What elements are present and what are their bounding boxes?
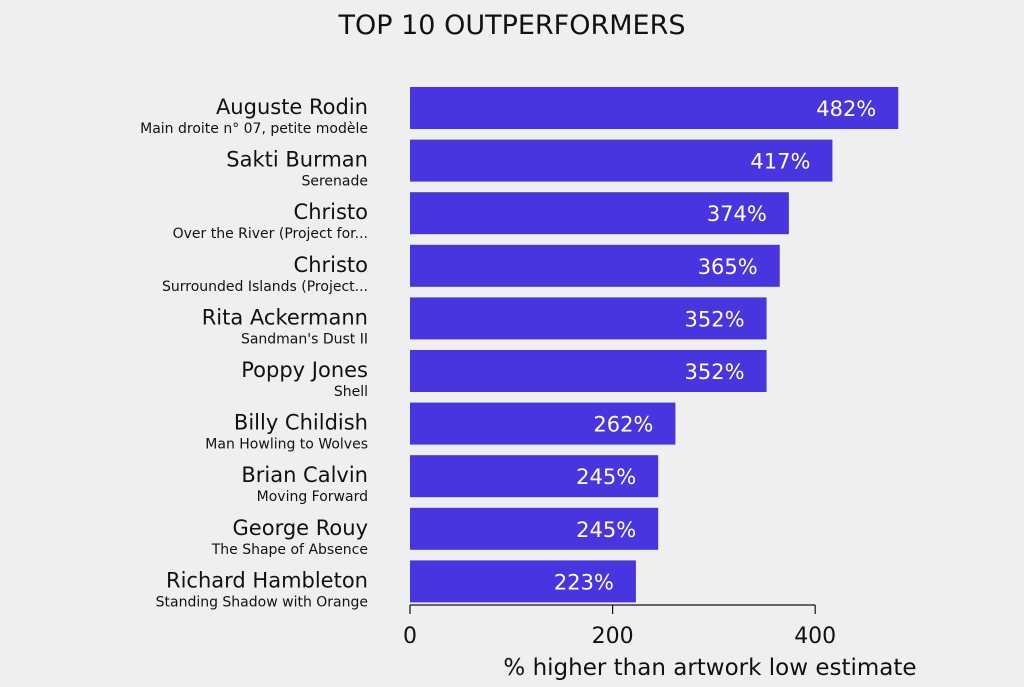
bar-value-label: 365% [698, 255, 758, 279]
bar-value-label: 352% [685, 307, 745, 331]
category-artwork-label: Standing Shadow with Orange [156, 594, 368, 610]
category-artist-label: Poppy Jones [241, 358, 368, 382]
bar [410, 244, 780, 287]
category-artwork-label: Serenade [301, 174, 368, 190]
bar [410, 350, 767, 392]
bar-value-label: 262% [593, 413, 653, 437]
bar [410, 87, 899, 129]
bar [410, 297, 767, 340]
bar [410, 455, 659, 498]
bar-value-label: 245% [576, 518, 636, 542]
bar-value-label: 482% [816, 97, 876, 121]
bar [410, 560, 636, 603]
x-tick-label: 200 [592, 624, 634, 649]
bar [410, 507, 659, 550]
category-artwork-label: Moving Forward [257, 489, 368, 505]
category-artwork-label: Surrounded Islands (Project... [162, 279, 368, 295]
category-artwork-label: Sandman's Dust II [241, 331, 368, 347]
x-axis: 0 200 400 [403, 604, 836, 649]
bar-value-label: 352% [685, 360, 745, 384]
category-artist-label: Richard Hambleton [166, 568, 368, 592]
bar [410, 139, 833, 182]
category-artist-label: George Rouy [233, 516, 368, 540]
category-artwork-label: Man Howling to Wolves [205, 437, 368, 453]
category-artwork-label: Shell [334, 384, 368, 400]
bar-value-label: 245% [576, 465, 636, 489]
category-artwork-label: Over the River (Project for... [173, 226, 368, 242]
x-tick-label: 0 [403, 624, 417, 649]
category-artist-label: Christo [294, 253, 368, 277]
chart-title: TOP 10 OUTPERFORMERS [338, 10, 686, 41]
bar-value-label: 417% [750, 150, 810, 174]
category-artist-label: Auguste Rodin [216, 95, 368, 119]
category-artist-label: Billy Childish [234, 411, 368, 435]
bar [410, 402, 676, 445]
category-artwork-label: The Shape of Absence [211, 542, 368, 558]
x-axis-label: % higher than artwork low estimate [503, 655, 916, 681]
category-artist-label: Brian Calvin [241, 463, 368, 487]
bar [410, 192, 789, 235]
bar-value-label: 223% [554, 570, 614, 594]
bars-layer: 482% Auguste Rodin Main droite n° 07, peti… [140, 87, 899, 610]
category-artist-label: Sakti Burman [226, 148, 368, 172]
category-artist-label: Christo [294, 200, 368, 224]
category-artwork-label: Main droite n° 07, petite modèle [140, 121, 368, 137]
x-tick-label: 400 [794, 624, 836, 649]
bar-value-label: 374% [707, 202, 767, 226]
category-artist-label: Rita Ackermann [202, 305, 368, 329]
